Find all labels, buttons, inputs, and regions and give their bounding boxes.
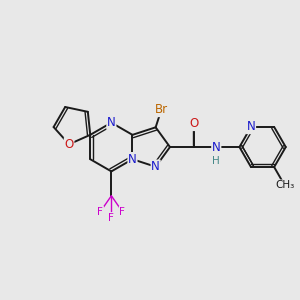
Text: Br: Br <box>155 103 168 116</box>
Text: F: F <box>108 213 114 223</box>
Text: N: N <box>128 153 137 166</box>
Text: N: N <box>107 116 116 129</box>
Text: N: N <box>212 140 221 154</box>
Text: O: O <box>64 138 74 151</box>
Text: H: H <box>212 156 220 166</box>
Text: CH₃: CH₃ <box>275 180 294 190</box>
Text: O: O <box>190 117 199 130</box>
Text: F: F <box>98 207 103 217</box>
Text: F: F <box>119 207 125 217</box>
Text: N: N <box>247 121 255 134</box>
Text: N: N <box>151 160 160 173</box>
